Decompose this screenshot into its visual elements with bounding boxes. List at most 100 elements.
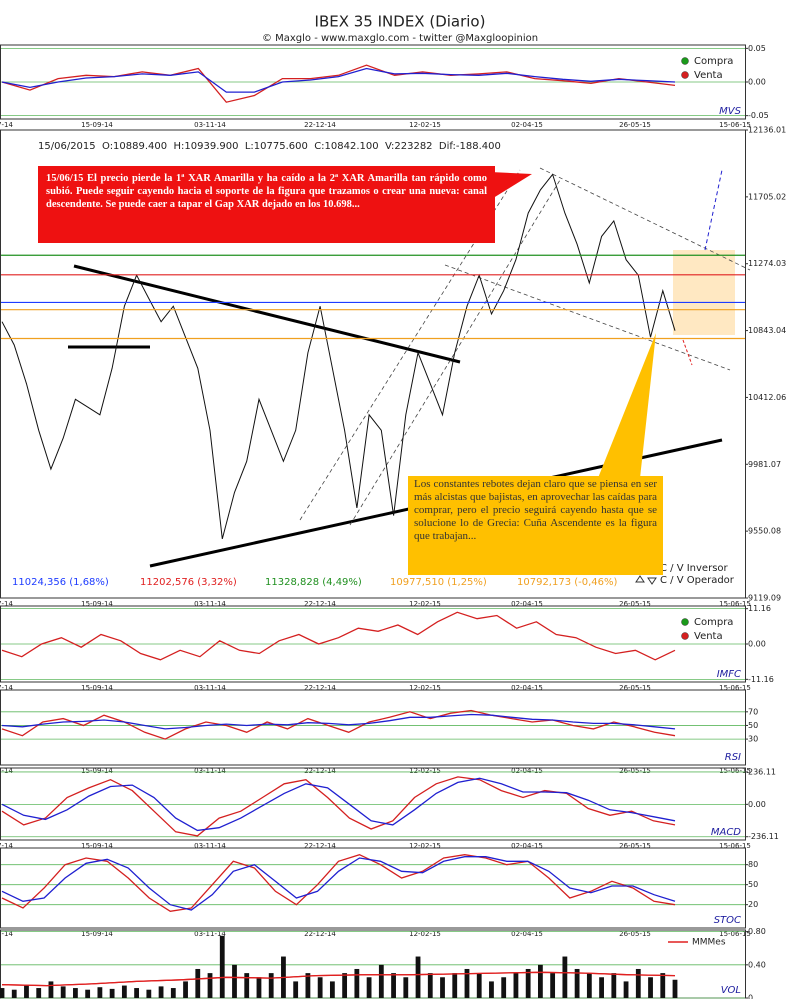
level-label: 10792,173 (-0,46%): [517, 577, 618, 588]
gap-zone: [673, 250, 735, 335]
x-tick-label: 22-12-14: [304, 684, 336, 692]
volume-bar: [599, 977, 604, 998]
series-line: [1, 611, 676, 661]
ohlc-info: 15/06/2015 O:10889.400 H:10939.900 L:107…: [38, 141, 501, 152]
legend-label: Compra: [694, 617, 733, 628]
volume-bar: [11, 989, 17, 998]
y-tick-label: 70: [748, 707, 758, 716]
panel-frame: [0, 847, 746, 929]
x-tick-label: 12-02-15: [409, 767, 441, 775]
volume-bar: [464, 968, 470, 998]
x-tick-label: 26-05-15: [619, 842, 651, 850]
volume-bar: [354, 968, 360, 998]
series-line: [1, 854, 676, 912]
x-tick-label: 02-04-15: [511, 121, 543, 129]
legend-label: C / V Operador: [660, 575, 735, 586]
volume-bar: [268, 973, 274, 998]
annotation-yellow: Los constantes rebotes dejan claro que s…: [408, 476, 663, 575]
volume-bar: [219, 935, 225, 998]
x-tick-label: 15-06-15: [719, 930, 751, 938]
legend-label: Venta: [694, 70, 723, 81]
x-tick-label: 12-02-15: [409, 600, 441, 608]
annotation-red: 15/06/15 El precio pierde la 1ª XAR Amar…: [38, 166, 495, 243]
x-tick-label: 26-05-15: [619, 684, 651, 692]
x-tick-label: 03-11-14: [194, 121, 226, 129]
x-tick-label: 02-04-15: [511, 684, 543, 692]
volume-bar: [648, 977, 653, 998]
x-tick-label: 15-06-15: [719, 767, 751, 775]
x-tick-label: 15-06-15: [719, 600, 751, 608]
x-tick-label: 7-14: [0, 767, 13, 775]
y-tick-label: 12136.01: [748, 126, 786, 135]
x-tick-label: 02-04-15: [511, 600, 543, 608]
series-line: [1, 777, 676, 832]
series-line: [1, 776, 676, 837]
y-tick-label: 0.00: [748, 640, 766, 649]
volume-bar: [366, 977, 372, 998]
volume-bar: [427, 973, 433, 998]
volume-bar: [550, 973, 556, 998]
series-line: [1, 971, 676, 987]
panel-frame: [0, 129, 746, 599]
volume-bar: [109, 988, 115, 998]
x-tick-label: 02-04-15: [511, 842, 543, 850]
y-tick-label: 10412.06: [748, 393, 786, 402]
y-tick-label: 0.05: [748, 44, 766, 53]
y-tick-label: 0: [748, 994, 753, 999]
volume-bar: [36, 988, 42, 998]
volume-bar: [207, 973, 213, 998]
volume-bar: [378, 964, 384, 998]
y-tick-label: 30: [748, 735, 758, 744]
series-line: [1, 709, 676, 740]
y-tick-label: 9550.08: [748, 527, 781, 536]
legend-dot: [681, 618, 689, 626]
legend-dot: [681, 632, 689, 640]
volume-bar: [342, 973, 348, 998]
volume-bar: [0, 988, 5, 998]
series-line: [1, 64, 676, 103]
y-tick-label: -11.16: [748, 675, 774, 684]
x-tick-label: 02-04-15: [511, 930, 543, 938]
x-tick-label: 15-09-14: [81, 842, 113, 850]
legend-label: MMMes: [692, 938, 726, 948]
y-tick-label: 9981.07: [748, 460, 781, 469]
y-tick-label: 0.40: [748, 960, 766, 969]
volume-bar: [501, 977, 507, 998]
x-tick-label: 03-11-14: [194, 600, 226, 608]
x-tick-label: 03-11-14: [194, 842, 226, 850]
x-tick-label: 26-05-15: [619, 767, 651, 775]
x-tick-label: 12-02-15: [409, 121, 441, 129]
level-label: 10977,510 (1,25%): [390, 577, 487, 588]
x-tick-label: 15-06-15: [719, 842, 751, 850]
y-tick-label: 10843.04: [748, 326, 786, 335]
y-tick-label: 0.80: [748, 927, 766, 936]
volume-bar: [440, 977, 445, 998]
volume-bar: [48, 981, 54, 998]
y-tick-label: 236.11: [748, 767, 776, 776]
y-tick-label: 50: [748, 721, 758, 730]
volume-bar: [403, 977, 409, 998]
volume-bar: [476, 973, 482, 998]
x-tick-label: 15-09-14: [81, 767, 113, 775]
legend-label: C / V Inversor: [660, 563, 729, 574]
legend-dot: [681, 71, 689, 79]
volume-bar: [586, 973, 592, 998]
volume-bar: [170, 988, 176, 998]
volume-bar: [24, 985, 29, 998]
down-arrow: [682, 339, 693, 366]
volume-bar: [452, 973, 458, 998]
volume-bar: [256, 977, 262, 998]
callout-pointer: [598, 333, 656, 478]
callout-pointer: [490, 172, 532, 200]
series-line: [1, 856, 676, 911]
volume-bar: [305, 973, 311, 998]
y-tick-label: 11274.03: [748, 259, 786, 268]
y-tick-label: 0.00: [748, 78, 766, 87]
x-tick-label: 15-09-14: [81, 930, 113, 938]
volume-bar: [513, 973, 519, 998]
volume-bar: [73, 988, 78, 998]
legend-icon: [635, 575, 645, 583]
panel-label: MVS: [719, 106, 741, 117]
